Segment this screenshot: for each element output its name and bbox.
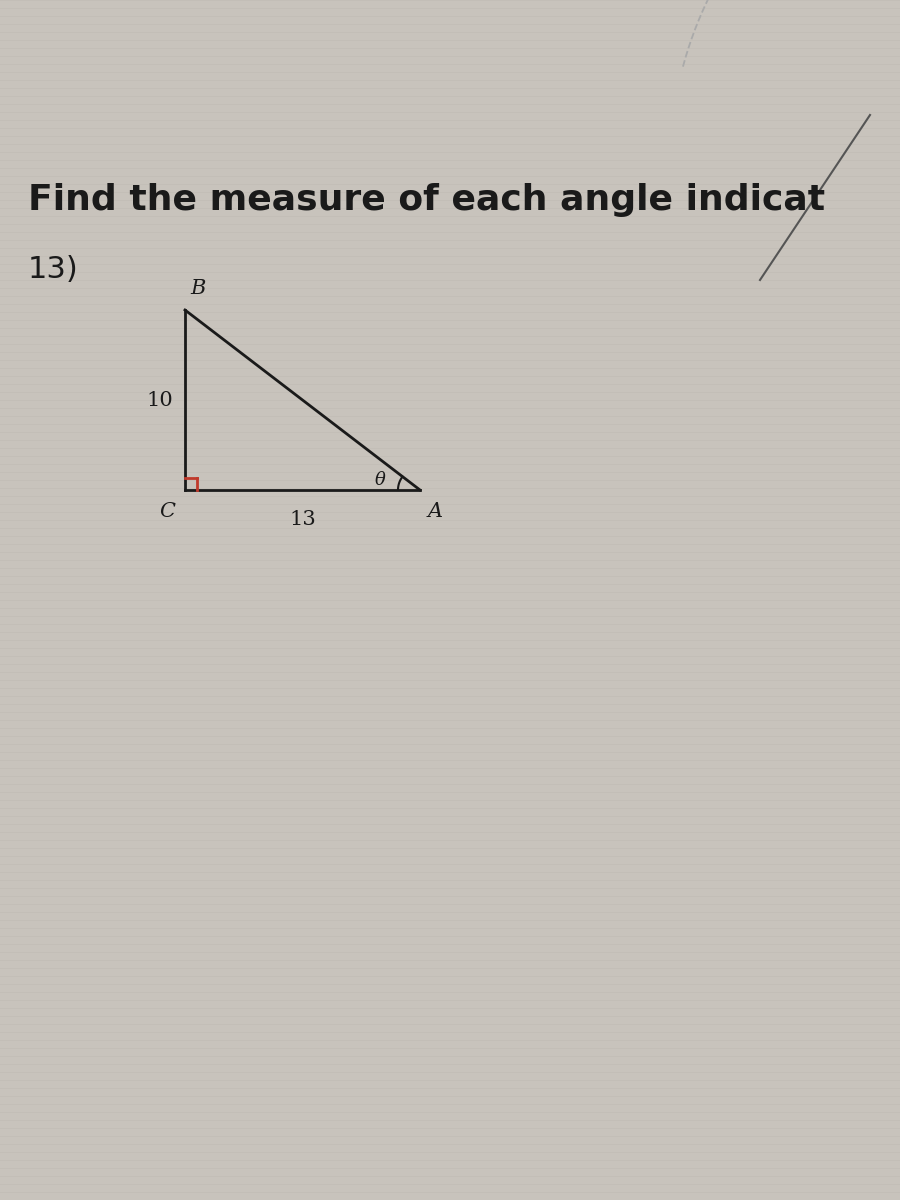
- Text: C: C: [159, 502, 175, 521]
- Text: 13: 13: [289, 510, 316, 529]
- Text: 13): 13): [28, 256, 79, 284]
- Text: 10: 10: [146, 390, 173, 409]
- Text: θ: θ: [374, 470, 385, 490]
- Text: B: B: [190, 278, 205, 298]
- Text: A: A: [428, 502, 443, 521]
- Text: Find the measure of each angle indicat: Find the measure of each angle indicat: [28, 182, 825, 217]
